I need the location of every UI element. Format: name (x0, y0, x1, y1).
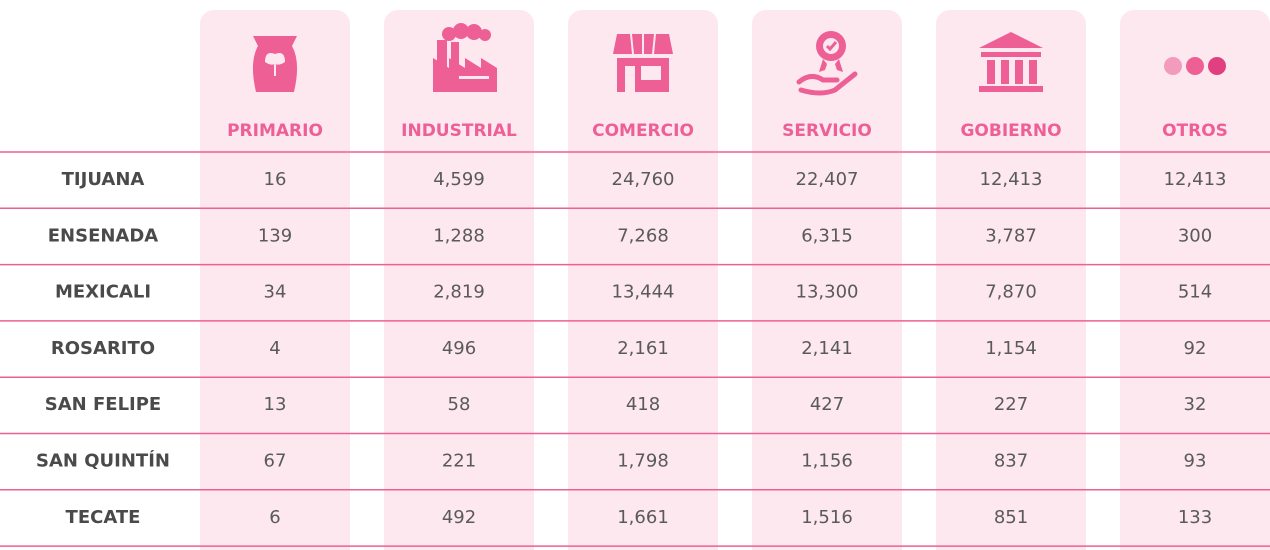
cell: 300 (1178, 225, 1212, 246)
column-card (384, 10, 534, 550)
cell: 514 (1178, 282, 1212, 303)
cell: 139 (258, 225, 292, 246)
cell: 837 (994, 451, 1028, 472)
column-card (568, 10, 718, 550)
row-label: ENSENADA (48, 225, 159, 246)
cell: 13,300 (796, 282, 859, 303)
icon-store (613, 34, 673, 92)
cell: 1,156 (801, 451, 853, 472)
cell: 6 (269, 507, 280, 528)
table-body: PRIMARIO INDUSTRIAL COMERCIO SERVICIO GOBIER… (0, 121, 1270, 547)
cell: 34 (264, 282, 287, 303)
cell: 1,154 (985, 338, 1037, 359)
column-card (752, 10, 902, 550)
column-icons (252, 23, 1226, 96)
cell: 67 (264, 451, 287, 472)
cell: 7,870 (985, 282, 1037, 303)
cell: 1,288 (433, 225, 485, 246)
cell: 427 (810, 394, 844, 415)
row-label: MEXICALI (55, 282, 151, 303)
cell: 92 (1184, 338, 1207, 359)
column-header: GOBIERNO (960, 121, 1061, 141)
row-label: TIJUANA (62, 169, 145, 190)
icon-factory (433, 23, 497, 92)
row-label: ROSARITO (51, 338, 155, 359)
cell: 1,661 (617, 507, 669, 528)
cell: 12,413 (980, 169, 1043, 190)
column-header: OTROS (1162, 121, 1228, 141)
cell: 133 (1178, 507, 1212, 528)
column-card (200, 10, 350, 550)
column-cards (200, 10, 1270, 550)
icon-dots (1164, 57, 1226, 75)
column-card (1120, 10, 1270, 550)
cell: 32 (1184, 394, 1207, 415)
column-header: PRIMARIO (227, 121, 323, 141)
cell: 221 (442, 451, 476, 472)
cell: 492 (442, 507, 476, 528)
cell: 2,141 (801, 338, 853, 359)
row-label: SAN FELIPE (45, 394, 161, 415)
cell: 1,798 (617, 451, 669, 472)
column-header: INDUSTRIAL (401, 121, 517, 141)
cell: 2,161 (617, 338, 669, 359)
icon-government (979, 32, 1043, 92)
icon-service (796, 31, 858, 96)
cell: 6,315 (801, 225, 853, 246)
cell: 4 (269, 338, 280, 359)
cell: 24,760 (612, 169, 675, 190)
row-label: TECATE (66, 507, 141, 528)
cell: 12,413 (1164, 169, 1227, 190)
cell: 2,819 (433, 282, 485, 303)
row-label: SAN QUINTÍN (36, 450, 170, 472)
cell: 13,444 (612, 282, 675, 303)
cell: 418 (626, 394, 660, 415)
cell: 3,787 (985, 225, 1037, 246)
cell: 22,407 (796, 169, 859, 190)
icon-sack (252, 36, 298, 92)
column-header: COMERCIO (592, 121, 694, 141)
cell: 4,599 (433, 169, 485, 190)
cell: 227 (994, 394, 1028, 415)
cell: 16 (264, 169, 287, 190)
cell: 13 (264, 394, 287, 415)
column-card (936, 10, 1086, 550)
cell: 496 (442, 338, 476, 359)
cell: 58 (448, 394, 471, 415)
cell: 851 (994, 507, 1028, 528)
cell: 1,516 (801, 507, 853, 528)
column-header: SERVICIO (782, 121, 872, 141)
cell: 93 (1184, 451, 1207, 472)
cell: 7,268 (617, 225, 669, 246)
